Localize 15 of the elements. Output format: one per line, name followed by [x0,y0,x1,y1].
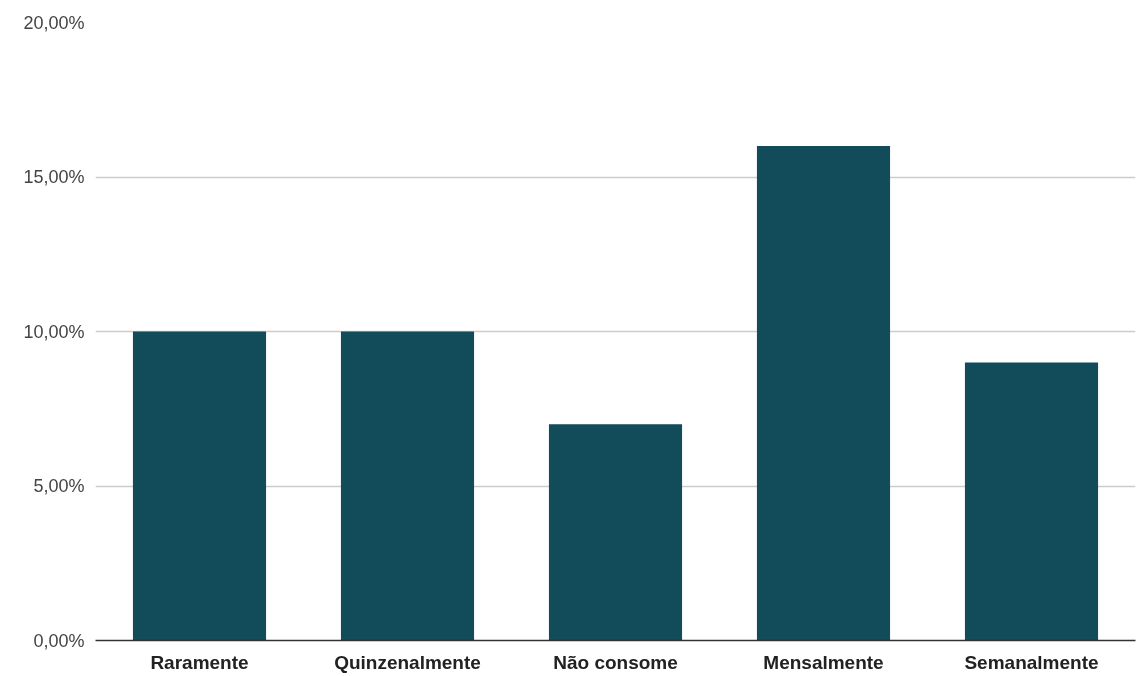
bar [756,146,891,641]
x-tick-label: Raramente [150,651,249,673]
y-tick-label: 0,00% [33,630,85,651]
x-tick-label: Não consome [553,651,678,673]
y-tick-label: 20,00% [23,12,85,33]
x-tick-label: Mensalmente [763,651,884,673]
bar [548,424,683,641]
x-tick-label: Quinzenalmente [334,651,481,673]
x-tick-label: Semanalmente [964,651,1099,673]
bar [964,362,1099,641]
y-tick-label: 5,00% [33,476,85,496]
y-tick-label: 15,00% [23,167,85,187]
y-tick-label: 10,00% [23,321,85,342]
bar [340,331,475,641]
bar [132,331,267,641]
